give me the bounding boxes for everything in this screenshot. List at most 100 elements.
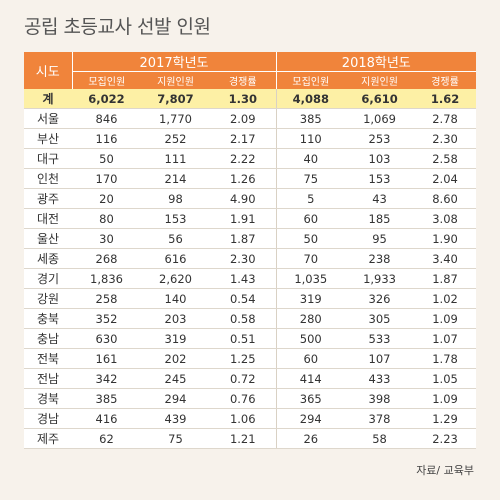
value-cell: 3.08 xyxy=(414,209,476,229)
table-row: 경남 416 439 1.06 294 378 1.29 xyxy=(24,409,476,429)
table-row: 세종 268 616 2.30 70 238 3.40 xyxy=(24,249,476,269)
value-cell: 1.29 xyxy=(414,409,476,429)
value-cell: 398 xyxy=(345,389,414,409)
value-cell: 1.91 xyxy=(210,209,276,229)
table-row: 대전 80 153 1.91 60 185 3.08 xyxy=(24,209,476,229)
value-cell: 1,836 xyxy=(72,269,141,289)
value-cell: 107 xyxy=(345,349,414,369)
col-header-ratio-2018: 경쟁률 xyxy=(414,72,476,90)
region-cell: 대구 xyxy=(24,149,72,169)
value-cell: 95 xyxy=(345,229,414,249)
total-cell: 1.62 xyxy=(414,89,476,109)
value-cell: 75 xyxy=(141,429,210,449)
region-cell: 경기 xyxy=(24,269,72,289)
value-cell: 58 xyxy=(345,429,414,449)
value-cell: 153 xyxy=(141,209,210,229)
value-cell: 0.76 xyxy=(210,389,276,409)
value-cell: 1.09 xyxy=(414,309,476,329)
value-cell: 258 xyxy=(72,289,141,309)
value-cell: 2.78 xyxy=(414,109,476,129)
value-cell: 416 xyxy=(72,409,141,429)
value-cell: 253 xyxy=(345,129,414,149)
value-cell: 26 xyxy=(276,429,345,449)
page-title: 공립 초등교사 선발 인원 xyxy=(24,12,210,39)
region-cell: 충북 xyxy=(24,309,72,329)
table-row: 경기 1,836 2,620 1.43 1,035 1,933 1.87 xyxy=(24,269,476,289)
value-cell: 433 xyxy=(345,369,414,389)
value-cell: 414 xyxy=(276,369,345,389)
value-cell: 60 xyxy=(276,209,345,229)
value-cell: 500 xyxy=(276,329,345,349)
value-cell: 2.09 xyxy=(210,109,276,129)
value-cell: 98 xyxy=(141,189,210,209)
value-cell: 185 xyxy=(345,209,414,229)
total-row: 계 6,022 7,807 1.30 4,088 6,610 1.62 xyxy=(24,89,476,109)
table-row: 인천 170 214 1.26 75 153 2.04 xyxy=(24,169,476,189)
value-cell: 533 xyxy=(345,329,414,349)
value-cell: 43 xyxy=(345,189,414,209)
value-cell: 365 xyxy=(276,389,345,409)
value-cell: 252 xyxy=(141,129,210,149)
selection-table-container: 시도 2017학년도 2018학년도 모집인원 지원인원 경쟁률 모집인원 지원… xyxy=(24,52,476,449)
region-cell: 광주 xyxy=(24,189,72,209)
value-cell: 116 xyxy=(72,129,141,149)
region-cell: 울산 xyxy=(24,229,72,249)
value-cell: 2.58 xyxy=(414,149,476,169)
region-cell: 서울 xyxy=(24,109,72,129)
value-cell: 75 xyxy=(276,169,345,189)
region-cell: 경남 xyxy=(24,409,72,429)
value-cell: 1,933 xyxy=(345,269,414,289)
value-cell: 385 xyxy=(276,109,345,129)
value-cell: 2.23 xyxy=(414,429,476,449)
value-cell: 30 xyxy=(72,229,141,249)
region-header: 시도 xyxy=(24,52,72,89)
value-cell: 50 xyxy=(72,149,141,169)
value-cell: 153 xyxy=(345,169,414,189)
value-cell: 2.22 xyxy=(210,149,276,169)
value-cell: 268 xyxy=(72,249,141,269)
region-cell: 전북 xyxy=(24,349,72,369)
value-cell: 3.40 xyxy=(414,249,476,269)
region-cell: 경북 xyxy=(24,389,72,409)
value-cell: 326 xyxy=(345,289,414,309)
region-cell: 인천 xyxy=(24,169,72,189)
value-cell: 70 xyxy=(276,249,345,269)
year-header-2018: 2018학년도 xyxy=(276,52,476,72)
value-cell: 214 xyxy=(141,169,210,189)
table-row: 전북 161 202 1.25 60 107 1.78 xyxy=(24,349,476,369)
table-row: 서울 846 1,770 2.09 385 1,069 2.78 xyxy=(24,109,476,129)
value-cell: 202 xyxy=(141,349,210,369)
table-row: 제주 62 75 1.21 26 58 2.23 xyxy=(24,429,476,449)
value-cell: 280 xyxy=(276,309,345,329)
col-header-recruit-2017: 모집인원 xyxy=(72,72,141,90)
table-row: 강원 258 140 0.54 319 326 1.02 xyxy=(24,289,476,309)
value-cell: 319 xyxy=(141,329,210,349)
value-cell: 1.07 xyxy=(414,329,476,349)
col-header-applicants-2017: 지원인원 xyxy=(141,72,210,90)
value-cell: 305 xyxy=(345,309,414,329)
value-cell: 56 xyxy=(141,229,210,249)
value-cell: 1.87 xyxy=(210,229,276,249)
value-cell: 60 xyxy=(276,349,345,369)
total-cell: 6,022 xyxy=(72,89,141,109)
year-header-2017: 2017학년도 xyxy=(72,52,276,72)
value-cell: 50 xyxy=(276,229,345,249)
value-cell: 2.17 xyxy=(210,129,276,149)
total-cell: 6,610 xyxy=(345,89,414,109)
col-header-applicants-2018: 지원인원 xyxy=(345,72,414,90)
selection-table: 시도 2017학년도 2018학년도 모집인원 지원인원 경쟁률 모집인원 지원… xyxy=(24,52,476,449)
table-row: 경북 385 294 0.76 365 398 1.09 xyxy=(24,389,476,409)
value-cell: 80 xyxy=(72,209,141,229)
value-cell: 4.90 xyxy=(210,189,276,209)
region-cell: 강원 xyxy=(24,289,72,309)
value-cell: 2,620 xyxy=(141,269,210,289)
value-cell: 1.26 xyxy=(210,169,276,189)
value-cell: 1.78 xyxy=(414,349,476,369)
table-row: 광주 20 98 4.90 5 43 8.60 xyxy=(24,189,476,209)
value-cell: 140 xyxy=(141,289,210,309)
value-cell: 238 xyxy=(345,249,414,269)
header-row-columns: 모집인원 지원인원 경쟁률 모집인원 지원인원 경쟁률 xyxy=(24,72,476,90)
col-header-recruit-2018: 모집인원 xyxy=(276,72,345,90)
value-cell: 846 xyxy=(72,109,141,129)
value-cell: 8.60 xyxy=(414,189,476,209)
